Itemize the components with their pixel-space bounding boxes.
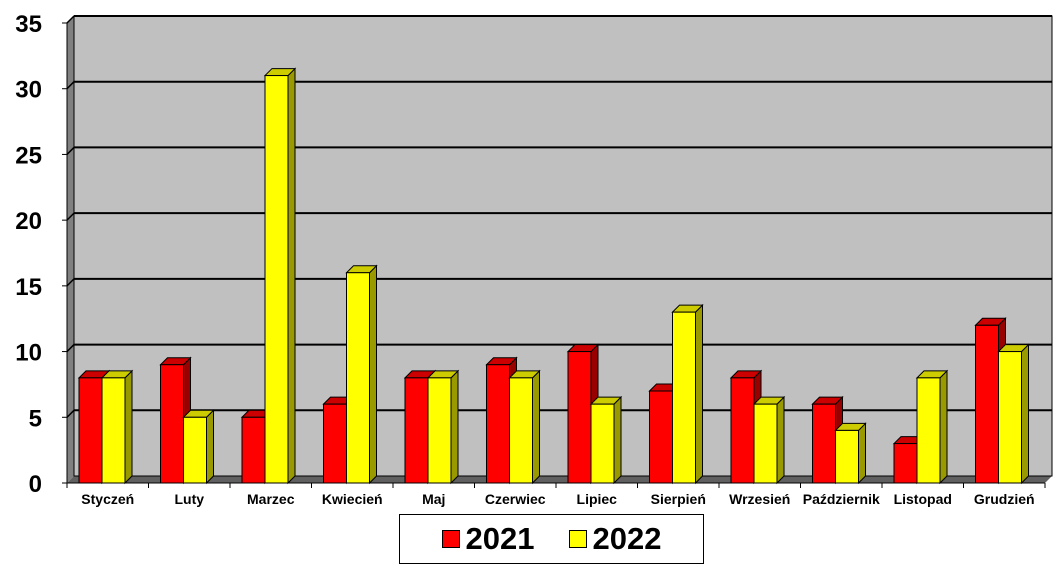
y-tick-label: 0: [29, 471, 42, 498]
bar-side: [613, 395, 622, 485]
bar-side: [695, 303, 703, 485]
bar-side: [532, 369, 540, 485]
y-tick-label: 30: [15, 77, 42, 104]
bar-side: [124, 369, 133, 485]
x-tick-label: Luty: [174, 491, 204, 507]
legend-swatch-2022: [568, 530, 587, 548]
gridline-wall: [66, 344, 75, 353]
bar-2021: [160, 364, 184, 484]
gridline-wall: [66, 278, 75, 287]
x-tick-label: Październik: [803, 491, 880, 507]
x-tick-label: Kwiecień: [322, 491, 383, 507]
bar-side: [206, 409, 214, 485]
bar-2021: [241, 416, 266, 484]
gridline-wall: [66, 81, 75, 90]
bar-2021: [78, 377, 103, 484]
bar-2021: [323, 403, 347, 484]
x-tick-label: Marzec: [247, 491, 295, 507]
x-tick-label: Grudzień: [974, 491, 1035, 507]
gridline-wall: [66, 409, 75, 418]
bar-2022: [183, 416, 207, 484]
bar-side: [858, 422, 866, 485]
x-tick-label: Maj: [422, 491, 445, 507]
x-tick-label: Wrzesień: [729, 491, 790, 507]
bar-side: [287, 67, 296, 485]
legend-item-2022: 2022: [568, 521, 662, 557]
bar-2021: [404, 377, 429, 484]
bar-2021: [730, 377, 755, 484]
bar-2022: [998, 351, 1022, 484]
bar-2022: [753, 403, 778, 484]
bar-2021: [812, 403, 836, 484]
bar-2022: [427, 377, 452, 484]
x-tick-label: Sierpień: [651, 491, 706, 507]
x-tick-label: Listopad: [894, 491, 952, 507]
legend-item-2021: 2021: [441, 521, 535, 557]
y-tick-label: 35: [15, 11, 42, 38]
bar-2022: [590, 403, 615, 484]
y-tick-label: 15: [15, 274, 42, 301]
bar-2021: [893, 443, 918, 484]
bar-side: [939, 369, 948, 485]
bar-side: [450, 369, 459, 485]
bar-2022: [672, 311, 696, 484]
y-tick-label: 5: [29, 405, 42, 432]
legend: 2021 2022: [399, 514, 704, 564]
bar-2021: [567, 351, 592, 484]
y-tick-label: 20: [15, 208, 42, 235]
legend-swatch-2021: [441, 530, 460, 548]
legend-label-2021: 2021: [465, 521, 535, 556]
bar-2021: [975, 324, 999, 484]
bar-2022: [101, 377, 126, 484]
gridline-wall: [66, 212, 75, 221]
plot-background: [73, 15, 1053, 477]
legend-label-2022: 2022: [592, 521, 662, 556]
bar-side: [369, 264, 377, 485]
bar-2021: [486, 364, 510, 484]
x-tick-label: Styczeń: [81, 491, 134, 507]
y-tick-label: 10: [15, 340, 42, 367]
bar-2022: [916, 377, 941, 484]
bar-2022: [346, 272, 370, 484]
plot-left-wall: [67, 16, 74, 483]
bar-side: [1021, 343, 1029, 485]
plot-floor: [67, 476, 1052, 483]
bar-2022: [264, 75, 289, 484]
bar-2022: [835, 429, 859, 484]
bar-2022: [509, 377, 533, 484]
gridline-wall: [66, 15, 75, 24]
bar-2021: [649, 390, 673, 484]
y-tick-label: 25: [15, 142, 42, 169]
x-tick-label: Lipiec: [577, 491, 618, 507]
gridline-wall: [66, 146, 75, 155]
x-tick-label: Czerwiec: [485, 491, 546, 507]
bar-side: [776, 395, 785, 485]
